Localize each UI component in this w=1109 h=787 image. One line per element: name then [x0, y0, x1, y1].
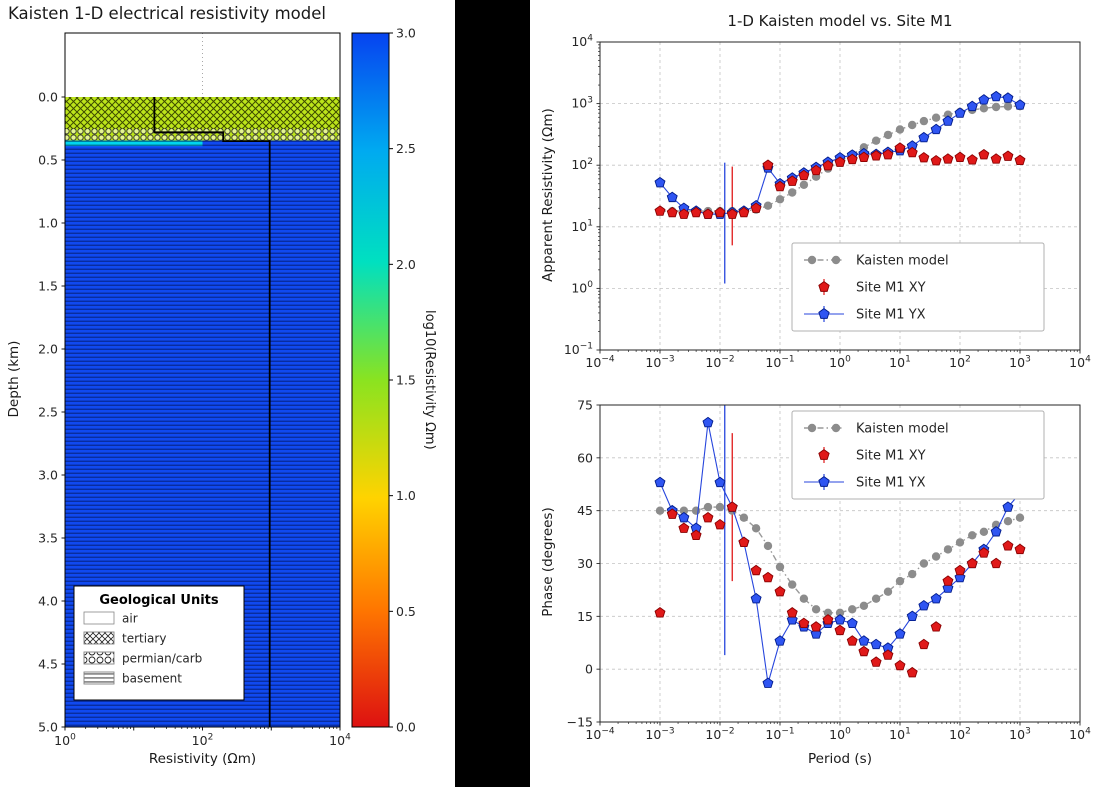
- phase-legend: Kaisten model Site M1 XY Site M1 YX: [791, 410, 1045, 500]
- svg-text:10−4: 10−4: [585, 727, 614, 742]
- svg-text:1.5: 1.5: [396, 373, 416, 388]
- svg-text:4.0: 4.0: [38, 594, 58, 609]
- top-legend: Kaisten model Site M1 XY Site M1 YX: [791, 242, 1045, 332]
- mt-response-plots: 10−4 10−3 10−2 10−1 100 101 102 103 10410−110010…: [564, 34, 1091, 743]
- svg-text:10−2: 10−2: [705, 727, 734, 742]
- colorbar-label: log10(Resistivity Ωm): [422, 310, 437, 450]
- svg-text:15: 15: [577, 609, 593, 624]
- svg-text:10−1: 10−1: [765, 727, 794, 742]
- svg-text:Site M1 XY: Site M1 XY: [856, 449, 926, 464]
- series-kaisten-model-phase: [655, 502, 1025, 617]
- svg-text:10−4: 10−4: [585, 355, 614, 370]
- series-site-m1-xy: [654, 142, 1026, 219]
- svg-text:10−2: 10−2: [705, 355, 734, 370]
- svg-text:Kaisten model: Kaisten model: [856, 254, 949, 269]
- svg-text:2.0: 2.0: [38, 342, 58, 357]
- series-site-m1-xy-phase: [654, 501, 1026, 678]
- svg-text:75: 75: [577, 398, 593, 413]
- svg-text:103: 103: [571, 95, 593, 110]
- svg-text:30: 30: [577, 556, 593, 571]
- top-error-bars: [724, 162, 733, 284]
- svg-text:104: 104: [571, 34, 593, 49]
- left-figure-title: Kaisten 1-D electrical resistivity model: [8, 4, 326, 23]
- svg-text:−15: −15: [567, 715, 593, 730]
- svg-text:3.0: 3.0: [396, 26, 416, 41]
- svg-text:104: 104: [1069, 355, 1091, 370]
- svg-text:0: 0: [585, 662, 593, 677]
- svg-text:0.0: 0.0: [38, 90, 58, 105]
- svg-text:45: 45: [577, 503, 593, 518]
- right-panel-mt-curves: 1-D Kaisten model vs. Site M1 Apparent R…: [530, 0, 1109, 787]
- svg-text:0.0: 0.0: [396, 720, 416, 735]
- phase-axis-label: Phase (degrees): [540, 507, 556, 617]
- top-axes: 10−4 10−3 10−2 10−1 100 101 102 103 104 10−1 100 10…: [564, 34, 1091, 370]
- svg-text:1.5: 1.5: [38, 279, 58, 294]
- svg-text:0.5: 0.5: [38, 153, 58, 168]
- svg-text:5.0: 5.0: [38, 720, 58, 735]
- svg-text:0.5: 0.5: [396, 604, 416, 619]
- svg-text:103: 103: [1009, 355, 1031, 370]
- svg-text:Kaisten model: Kaisten model: [856, 422, 949, 437]
- svg-text:60: 60: [577, 450, 593, 465]
- left-axes: 100 102 104 0.0 0.5 1.0 1.5 2.0 2.5 3.0 3.5 4.0 4.5 5…: [38, 32, 351, 748]
- black-divider: [455, 0, 530, 787]
- svg-text:100: 100: [829, 727, 851, 742]
- svg-text:104: 104: [329, 733, 351, 748]
- svg-text:2.5: 2.5: [396, 141, 416, 156]
- svg-text:100: 100: [54, 733, 76, 748]
- geological-units-legend: Geological Units air tertiary permian/carb b…: [73, 585, 245, 701]
- svg-text:104: 104: [1069, 727, 1091, 742]
- svg-text:permian/carb: permian/carb: [122, 652, 202, 666]
- svg-text:103: 103: [1009, 727, 1031, 742]
- resistivity-axis-label: Resistivity (Ωm): [148, 751, 257, 767]
- svg-text:Site M1 XY: Site M1 XY: [856, 281, 926, 296]
- series-site-m1-yx-phase: [654, 416, 1026, 688]
- svg-text:air: air: [122, 612, 138, 626]
- period-axis-label: Period (s): [808, 751, 872, 767]
- svg-text:100: 100: [571, 280, 593, 295]
- svg-text:10−1: 10−1: [765, 355, 794, 370]
- svg-text:101: 101: [889, 727, 911, 742]
- svg-text:102: 102: [192, 733, 214, 748]
- svg-text:10−3: 10−3: [645, 727, 674, 742]
- svg-text:102: 102: [571, 157, 593, 172]
- svg-text:10−3: 10−3: [645, 355, 674, 370]
- svg-text:basement: basement: [122, 672, 182, 686]
- svg-text:2.0: 2.0: [396, 257, 416, 272]
- bottom-error-bars: [724, 405, 733, 656]
- svg-text:3.5: 3.5: [38, 531, 58, 546]
- left-panel-resistivity-model: Kaisten 1-D electrical resistivity model…: [0, 0, 455, 787]
- svg-text:102: 102: [949, 727, 971, 742]
- svg-text:2.5: 2.5: [38, 405, 58, 420]
- svg-text:Site M1 YX: Site M1 YX: [856, 308, 926, 323]
- svg-text:tertiary: tertiary: [122, 632, 166, 646]
- svg-text:4.5: 4.5: [38, 657, 58, 672]
- right-figure-title: 1-D Kaisten model vs. Site M1: [727, 12, 953, 30]
- svg-text:1.0: 1.0: [396, 488, 416, 503]
- resistivity-profile-line: [153, 97, 271, 727]
- apparent-resistivity-chart: 10−4 10−3 10−2 10−1 100 101 102 103 104 10−1 100 10…: [564, 34, 1091, 370]
- bottom-axes: 10−4 10−3 10−2 10−1 100 101 102 103 104 −15 0 15 30 4…: [567, 398, 1091, 743]
- phase-chart: 10−4 10−3 10−2 10−1 100 101 102 103 104 −15 0 15 30 4…: [567, 398, 1091, 743]
- svg-text:Site M1 YX: Site M1 YX: [856, 476, 926, 491]
- svg-text:102: 102: [949, 355, 971, 370]
- svg-text:100: 100: [829, 355, 851, 370]
- svg-text:101: 101: [571, 219, 593, 234]
- svg-text:1.0: 1.0: [38, 216, 58, 231]
- svg-text:Geological Units: Geological Units: [99, 593, 219, 608]
- svg-text:10−1: 10−1: [564, 342, 593, 357]
- depth-axis-label: Depth (km): [6, 340, 22, 418]
- svg-text:3.0: 3.0: [38, 468, 58, 483]
- svg-text:101: 101: [889, 355, 911, 370]
- apparent-resistivity-axis-label: Apparent Resistivity (Ωm): [540, 108, 556, 282]
- colorbar: 3.0 2.5 2.0 1.5 1.0 0.5 0.0: [351, 26, 416, 735]
